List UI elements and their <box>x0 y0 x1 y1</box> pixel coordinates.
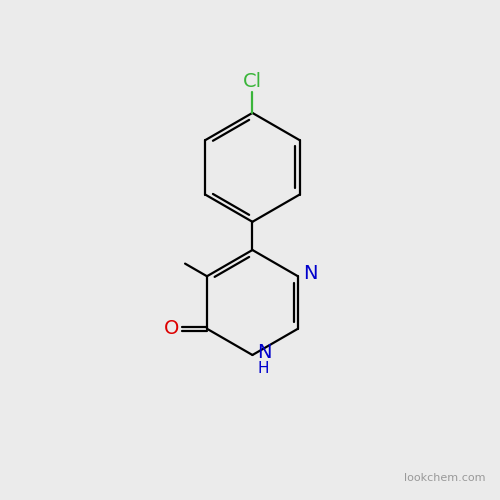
Text: N: N <box>303 264 318 283</box>
Text: O: O <box>164 320 179 338</box>
Text: N: N <box>258 343 272 362</box>
Text: H: H <box>258 361 269 376</box>
Text: lookchem.com: lookchem.com <box>404 474 486 484</box>
Text: Cl: Cl <box>243 72 262 90</box>
